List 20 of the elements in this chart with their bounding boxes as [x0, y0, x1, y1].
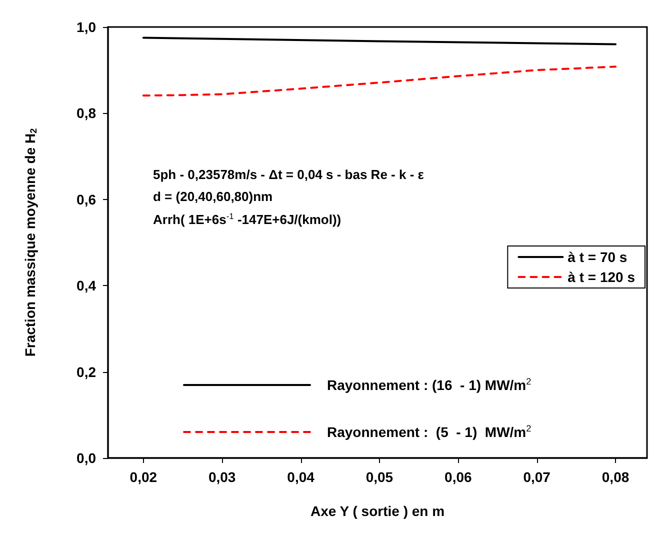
y-axis-title: Fraction massique moyenne de H2 — [22, 128, 38, 357]
x-tick-label: 0,05 — [366, 469, 394, 485]
annotation: 5ph - 0,23578m/s - Δt = 0,04 s - bas Re - k - ε — [153, 167, 424, 182]
x-tick-label: 0,07 — [523, 469, 551, 485]
y-tick-label: 0,6 — [76, 191, 96, 208]
x-tick-label: 0,02 — [130, 469, 158, 485]
legend-label: à t = 120 s — [568, 269, 636, 285]
y-tick-label: 0,4 — [76, 278, 96, 294]
y-tick-label: 0,2 — [76, 364, 96, 380]
legend-label: à t = 70 s — [568, 249, 628, 265]
x-tick-label: 0,04 — [287, 469, 315, 485]
x-tick-label: 0,03 — [208, 469, 236, 485]
y-tick-label: 0,8 — [76, 105, 96, 122]
y-tick-label: 0,0 — [76, 450, 96, 466]
x-axis-title: Axe Y ( sortie ) en m — [310, 503, 445, 519]
x-tick-label: 0,08 — [602, 469, 630, 485]
line-series — [142, 66, 617, 97]
x-tick-label: 0,06 — [444, 469, 472, 485]
y-tick-label: 1,0 — [76, 19, 96, 35]
annotation: d = (20,40,60,80)nm — [153, 189, 273, 204]
